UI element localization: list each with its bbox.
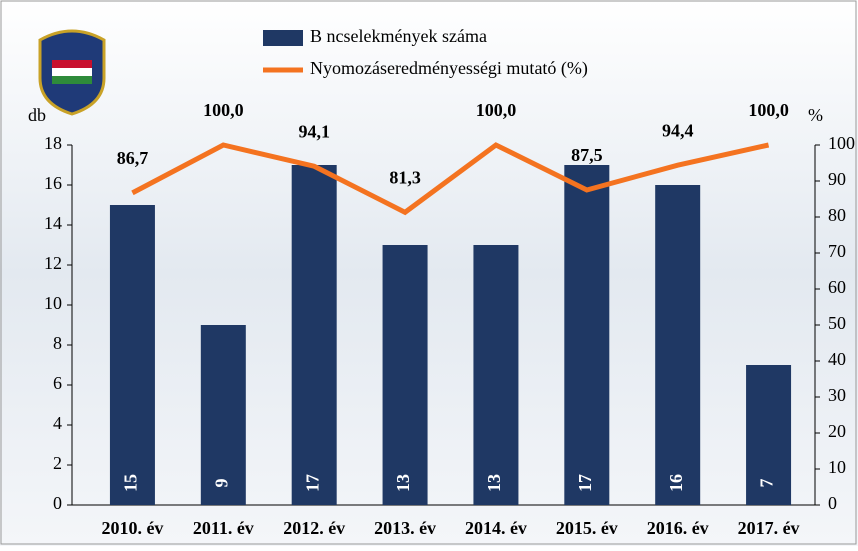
y-tick-label: 14 (44, 213, 62, 233)
y2-tick-label: 40 (828, 349, 846, 369)
y2-tick-label: 10 (828, 457, 846, 477)
y2-tick-label: 30 (828, 385, 846, 405)
y-tick-label: 2 (53, 453, 62, 473)
y2-tick-label: 50 (828, 313, 846, 333)
x-tick-label: 2017. év (738, 518, 800, 538)
x-tick-label: 2014. év (465, 518, 527, 538)
x-tick-label: 2015. év (556, 518, 618, 538)
bar-value-label: 16 (666, 474, 686, 492)
bar-value-label: 13 (393, 474, 413, 492)
bar-value-label: 9 (211, 479, 231, 488)
y2-tick-label: 100 (828, 133, 855, 153)
bar (201, 325, 246, 505)
y2-tick-label: 60 (828, 277, 846, 297)
y-tick-label: 6 (53, 373, 62, 393)
y2-tick-label: 0 (828, 493, 837, 513)
y-tick-label: 12 (44, 253, 62, 273)
bar-value-label: 7 (757, 479, 777, 488)
line-value-label: 94,4 (662, 120, 694, 140)
line-value-label: 94,1 (298, 121, 330, 141)
bar (292, 165, 337, 505)
y2-tick-label: 80 (828, 205, 846, 225)
y-tick-label: 10 (44, 293, 62, 313)
y2-tick-label: 70 (828, 241, 846, 261)
y2-tick-label: 90 (828, 169, 846, 189)
bar-value-label: 15 (121, 474, 141, 492)
line-value-label: 87,5 (571, 145, 603, 165)
bar (655, 185, 700, 505)
y-axis-label: db (28, 105, 46, 125)
line-value-label: 81,3 (389, 167, 421, 187)
chart: db % 0 2 4 6 8 10 12 14 16 18 0 10 20 30 40 50 60 70 80 90 1… (0, 0, 858, 546)
x-tick-label: 2013. év (374, 518, 436, 538)
bar (110, 205, 155, 505)
legend-swatch (263, 30, 303, 46)
bar-value-label: 17 (302, 474, 322, 492)
y-tick-label: 18 (44, 133, 62, 153)
line-value-label: 100,0 (748, 100, 789, 120)
bar-value-label: 17 (575, 474, 595, 492)
y-tick-label: 8 (53, 333, 62, 353)
legend-label: Nyomozáseredményességi mutató (%) (310, 58, 588, 79)
x-tick-label: 2011. év (193, 518, 254, 538)
logo (40, 31, 104, 114)
bar-value-label: 13 (484, 474, 504, 492)
legend-label: B ncselekmények száma (310, 26, 487, 46)
bar (383, 245, 428, 505)
y2-tick-label: 20 (828, 421, 846, 441)
y2-axis-label: % (808, 105, 823, 125)
y-tick-label: 16 (44, 173, 62, 193)
y-tick-label: 0 (53, 493, 62, 513)
x-tick-label: 2016. év (647, 518, 709, 538)
line-value-label: 100,0 (476, 100, 517, 120)
x-tick-label: 2010. év (101, 518, 163, 538)
bar (473, 245, 518, 505)
y-tick-label: 4 (53, 413, 62, 433)
x-tick-label: 2012. év (283, 518, 345, 538)
line-value-label: 86,7 (117, 148, 149, 168)
bar (564, 165, 609, 505)
line-value-label: 100,0 (203, 100, 244, 120)
